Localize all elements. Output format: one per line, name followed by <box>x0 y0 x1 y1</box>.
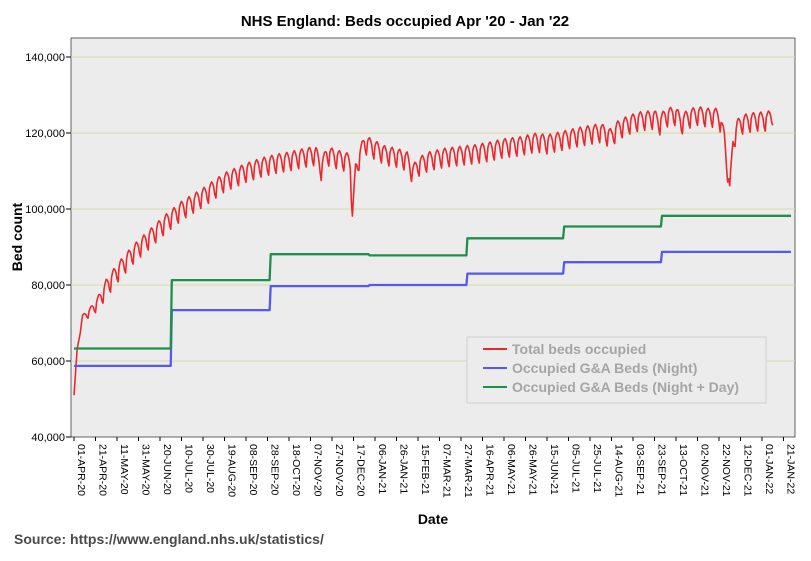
x-tick-label: 08-SEP-20 <box>247 444 259 496</box>
legend: Total beds occupied Occupied G&A Beds (Ni… <box>466 336 767 404</box>
y-tick-label: 120,000 <box>25 128 65 140</box>
chart-title: NHS England: Beds occupied Apr '20 - Jan… <box>241 13 569 30</box>
x-tick-label: 15-JUN-21 <box>548 444 560 495</box>
x-tick-label: 21-APR-20 <box>96 444 108 496</box>
x-tick-label: 18-OCT-20 <box>290 444 302 496</box>
x-tick-label: 19-AUG-20 <box>225 444 237 497</box>
legend-box <box>466 336 767 404</box>
x-tick-label: 27-MAR-21 <box>462 444 474 498</box>
x-tick-label: 01-JAN-22 <box>763 444 775 494</box>
x-tick-label: 23-SEP-21 <box>655 444 667 496</box>
x-tick-label: 06-MAY-21 <box>505 444 517 496</box>
y-tick-label: 60,000 <box>31 356 65 368</box>
axes: 40,000 60,000 80,000 100,000 120,000 140,000 0… <box>25 52 796 498</box>
x-tick-label: 05-JUL-21 <box>569 444 581 493</box>
x-tick-label: 06-JAN-21 <box>376 444 388 494</box>
series-line-2 <box>74 250 791 368</box>
series-line-1 <box>73 106 774 396</box>
source-note: Source: https://www.england.nhs.uk/stati… <box>14 531 324 547</box>
y-axis-label: Bed count <box>9 202 25 271</box>
x-tick-label: 07-NOV-20 <box>311 444 323 497</box>
x-tick-label: 12-DEC-21 <box>741 444 753 497</box>
x-tick-label: 11-MAY-20 <box>118 444 130 495</box>
x-tick-label: 27-NOV-20 <box>333 444 345 497</box>
x-tick-label: 14-AUG-21 <box>612 444 624 497</box>
x-tick-label: 31-MAY-20 <box>139 444 151 496</box>
x-tick-label: 03-SEP-21 <box>634 444 646 496</box>
x-tick-label: 13-OCT-21 <box>677 444 689 496</box>
x-tick-label: 20-JUN-20 <box>161 444 173 495</box>
x-tick-label: 26-JAN-21 <box>397 444 409 494</box>
x-tick-label: 28-SEP-20 <box>268 444 280 496</box>
y-tick-label: 140,000 <box>25 52 65 64</box>
x-tick-label: 16-APR-21 <box>483 444 495 496</box>
x-tick-label: 21-JAN-22 <box>784 444 796 494</box>
y-tick-label: 100,000 <box>25 204 65 216</box>
x-tick-label: 02-NOV-21 <box>698 444 710 497</box>
x-tick-label: 10-JUL-20 <box>182 444 194 493</box>
legend-label: Occupied G&A Beds (Night) <box>512 360 697 376</box>
series-line-3 <box>74 214 791 350</box>
series-layer <box>73 106 791 396</box>
x-tick-label: 30-JUL-20 <box>204 444 216 493</box>
x-tick-label: 15-FEB-21 <box>419 444 431 495</box>
x-tick-label: 01-APR-20 <box>75 444 87 496</box>
x-tick-label: 22-NOV-21 <box>720 444 732 497</box>
y-tick-label: 40,000 <box>31 432 65 444</box>
x-tick-label: 17-DEC-20 <box>354 444 366 497</box>
x-axis-label: Date <box>418 511 449 527</box>
y-tick-label: 80,000 <box>31 280 65 292</box>
x-tick-label: 25-JUL-21 <box>591 444 603 493</box>
legend-label: Total beds occupied <box>512 341 646 357</box>
x-tick-label: 26-MAY-21 <box>526 444 538 496</box>
x-tick-label: 07-MAR-21 <box>440 444 452 498</box>
legend-label: Occupied G&A Beds (Night + Day) <box>512 379 739 395</box>
